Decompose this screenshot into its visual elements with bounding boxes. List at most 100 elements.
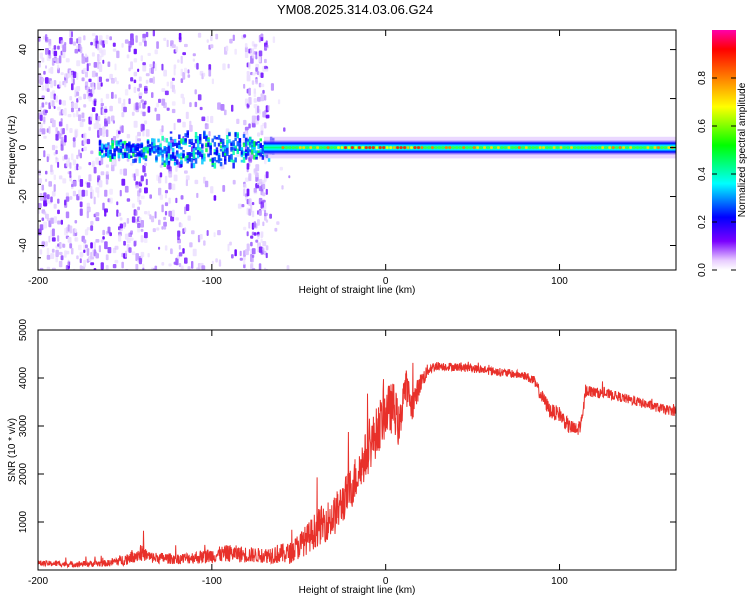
spectrogram-noise-cell xyxy=(114,159,117,167)
spectrogram-noise-cell xyxy=(46,128,49,133)
spectrogram-carrier-cell xyxy=(111,154,114,160)
spectrogram-noise-cell xyxy=(236,118,240,124)
spectrogram-noise-cell xyxy=(51,237,56,242)
spectrogram-noise-cell xyxy=(93,100,97,107)
spectrogram-noise-cell xyxy=(244,126,249,131)
spectrogram-noise-cell xyxy=(152,76,155,84)
spectrogram-noise-cell xyxy=(262,192,266,197)
spectrogram-noise-cell xyxy=(257,71,260,76)
spectrogram-noise-cell xyxy=(105,93,110,99)
spectrogram-carrier-cell xyxy=(161,157,164,162)
spectrogram-noise-cell xyxy=(161,125,164,133)
spectrogram-noise-cell xyxy=(39,128,42,133)
spectrogram-noise-cell xyxy=(262,89,265,94)
spectrogram-noise-cell xyxy=(133,86,137,93)
spectrogram-carrier-cell xyxy=(151,138,154,142)
spectrogram-carrier-cell xyxy=(153,147,156,152)
spectrogram-noise-cell xyxy=(145,129,150,137)
spectrogram-noise-cell xyxy=(211,78,214,85)
spectrogram-noise-cell xyxy=(58,111,62,116)
spectrogram-noise-cell xyxy=(48,181,52,187)
spectrogram-noise-cell xyxy=(105,164,109,168)
spectrogram-carrier-cell xyxy=(176,142,179,149)
spectrogram-noise-cell xyxy=(72,180,76,187)
spectrogram-carrier-cell xyxy=(132,143,135,148)
spectrogram-noise-cell xyxy=(55,149,58,155)
spectrogram-noise-cell xyxy=(98,180,103,188)
spectrogram-core-cell xyxy=(375,146,379,150)
spectrogram-noise-cell xyxy=(164,210,168,216)
spectrogram-core-cell xyxy=(500,146,504,150)
spectrogram-noise-cell xyxy=(41,78,45,82)
spectrogram-noise-cell xyxy=(182,248,185,254)
spectrogram-noise-cell xyxy=(109,105,113,112)
spectrogram-core-cell xyxy=(462,146,466,150)
spectrogram-noise-cell xyxy=(262,207,265,212)
spectrogram-noise-cell xyxy=(262,221,265,227)
spectrogram-noise-cell xyxy=(163,216,167,221)
snr-ytick-label: 5000 xyxy=(18,318,29,341)
spectrogram-core-cell xyxy=(611,146,615,150)
spectrogram-noise-cell xyxy=(253,221,257,228)
spectrogram-carrier-cell xyxy=(165,161,169,165)
spectrogram-core-cell xyxy=(660,146,664,150)
spectrogram-core-cell xyxy=(361,146,365,150)
spectrogram-noise-cell xyxy=(111,91,114,99)
spectrogram-noise-cell xyxy=(48,126,51,134)
spectrogram-noise-cell xyxy=(222,63,226,71)
spectrogram-noise-cell xyxy=(111,78,115,84)
spectrogram-noise-cell xyxy=(248,198,252,206)
spectrogram-carrier-cell xyxy=(230,158,233,163)
spectrogram-core-cell xyxy=(288,146,292,150)
spectrogram-noise-cell xyxy=(130,38,134,46)
spectrogram-noise-cell xyxy=(274,227,278,232)
spectrogram-noise-cell xyxy=(144,187,148,194)
spectrogram-noise-cell xyxy=(159,172,163,178)
spectrogram-noise-cell xyxy=(57,106,61,111)
spectrogram-noise-cell xyxy=(45,170,48,175)
spectrogram-noise-cell xyxy=(244,177,249,182)
spectrogram-carrier-cell xyxy=(161,149,164,153)
spectrogram-carrier-cell xyxy=(173,138,177,144)
spectrogram-noise-cell xyxy=(62,128,65,135)
snr-frame xyxy=(37,329,677,571)
spectrogram-carrier-cell xyxy=(105,143,108,148)
spectrogram-noise-cell xyxy=(98,127,103,136)
spectrogram-carrier-cell xyxy=(100,143,104,147)
spectrogram-carrier-cell xyxy=(209,142,212,146)
spectrogram-carrier-cell xyxy=(134,145,137,151)
spectrogram-core-cell xyxy=(354,146,358,150)
spectrogram-noise-cell xyxy=(55,256,58,263)
spectrogram-noise-cell xyxy=(55,249,59,257)
spectrogram-noise-cell xyxy=(142,62,146,66)
spectrogram-noise-cell xyxy=(147,210,150,216)
spectrogram-noise-cell xyxy=(262,183,266,190)
spectrogram-carrier-cell xyxy=(123,140,127,145)
spectrogram-carrier-cell xyxy=(126,145,129,152)
spectrogram-noise-cell xyxy=(90,220,94,225)
spectrogram-noise-cell xyxy=(58,175,63,180)
spectrogram-noise-cell xyxy=(185,179,188,187)
spectrogram-carrier-cell xyxy=(234,157,237,163)
spectrogram-noise-cell xyxy=(46,254,51,260)
spectrogram-carrier-cell xyxy=(192,153,196,159)
spectrogram-carrier-cell xyxy=(190,163,194,169)
spectrogram-noise-cell xyxy=(248,221,251,229)
spectrogram-noise-cell xyxy=(208,64,212,71)
spectrogram-noise-cell xyxy=(154,107,157,112)
spectrogram-noise-cell xyxy=(91,52,95,57)
spectrogram-core-cell xyxy=(448,146,452,150)
spectrogram-noise-cell xyxy=(255,164,260,172)
spectrogram-noise-cell xyxy=(178,244,181,250)
spectrogram-noise-cell xyxy=(72,137,76,142)
spectrogram-core-cell xyxy=(636,146,639,150)
spectrogram-noise-cell xyxy=(46,266,51,270)
spectrogram-noise-cell xyxy=(124,39,129,44)
spectrogram-noise-cell xyxy=(45,65,47,69)
spectrogram-noise-cell xyxy=(206,230,209,236)
spectrogram-noise-cell xyxy=(86,63,89,72)
spectrogram-carrier-cell xyxy=(180,146,183,150)
spectrogram-noise-cell xyxy=(38,203,42,209)
spectrogram-noise-cell xyxy=(260,93,265,102)
